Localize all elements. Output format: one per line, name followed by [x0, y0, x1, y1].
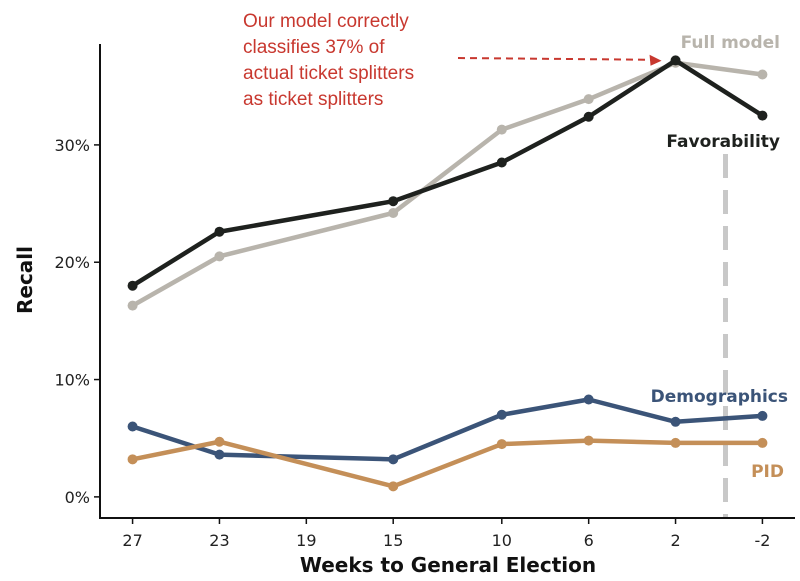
- data-point-demographics: [757, 410, 768, 421]
- data-point-favorability: [757, 110, 768, 121]
- data-point-full-model: [388, 207, 399, 218]
- series-label-demographics: Demographics: [651, 387, 788, 407]
- y-tick-label: 10%: [54, 371, 90, 390]
- x-tick-label: 15: [383, 531, 403, 550]
- data-point-demographics: [388, 454, 399, 465]
- data-point-full-model: [496, 124, 507, 135]
- data-point-demographics: [214, 449, 225, 460]
- annotation-line-3: actual ticket splitters: [243, 63, 414, 84]
- data-point-pid: [670, 437, 681, 448]
- x-tick-label: 23: [209, 531, 229, 550]
- annotation-line-4: as ticket splitters: [243, 89, 383, 110]
- data-point-favorability: [583, 111, 594, 122]
- data-point-pid: [583, 435, 594, 446]
- data-point-full-model: [757, 69, 768, 80]
- data-point-favorability: [496, 157, 507, 168]
- data-point-favorability: [388, 196, 399, 207]
- annotation-line-1: Our model correctly: [243, 11, 409, 32]
- x-axis-title: Weeks to General Election: [300, 553, 596, 577]
- y-axis-title: Recall: [13, 246, 37, 314]
- x-tick-label: 10: [492, 531, 512, 550]
- y-tick-label: 20%: [54, 253, 90, 272]
- data-point-pid: [388, 481, 399, 492]
- data-point-demographics: [583, 394, 594, 405]
- y-tick-label: 30%: [54, 136, 90, 155]
- data-point-favorability: [214, 226, 225, 237]
- data-point-demographics: [496, 409, 507, 420]
- annotation-line-2: classifies 37% of: [243, 37, 385, 58]
- x-tick-label: 6: [584, 531, 594, 550]
- data-point-full-model: [214, 251, 225, 262]
- data-point-full-model: [583, 94, 594, 105]
- series-line-demographics: [130, 397, 765, 462]
- series-label-pid: PID: [751, 462, 784, 482]
- annotation-arrow-head: [649, 54, 662, 66]
- annotation-arrow-line: [457, 57, 654, 61]
- data-point-demographics: [670, 416, 681, 427]
- data-point-pid: [214, 436, 225, 447]
- data-point-full-model: [127, 300, 138, 311]
- series-line-pid: [130, 438, 765, 489]
- x-tick-label: -2: [754, 531, 770, 550]
- data-point-pid: [757, 437, 768, 448]
- series-label-full-model: Full model: [681, 33, 780, 53]
- data-point-demographics: [127, 421, 138, 432]
- data-point-favorability: [127, 280, 138, 291]
- series-label-favorability: Favorability: [666, 132, 780, 152]
- data-point-favorability: [670, 55, 681, 66]
- y-tick-label: 0%: [65, 488, 90, 507]
- x-tick-label: 27: [122, 531, 142, 550]
- data-point-pid: [496, 439, 507, 450]
- x-tick-label: 2: [670, 531, 680, 550]
- data-point-pid: [127, 454, 138, 465]
- x-tick-label: 19: [296, 531, 316, 550]
